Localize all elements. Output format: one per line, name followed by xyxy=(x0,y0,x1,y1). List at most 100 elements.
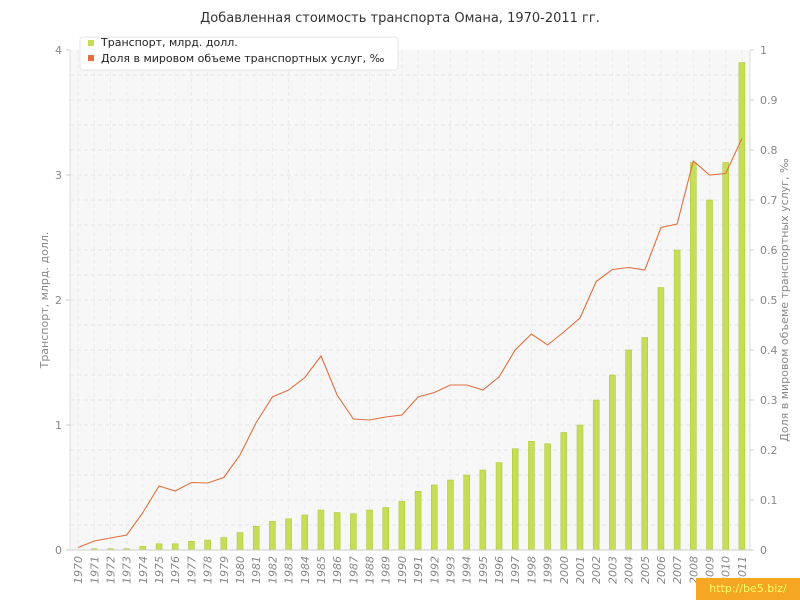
y-tick-label: 2 xyxy=(55,294,62,307)
x-tick-label: 1991 xyxy=(412,556,425,584)
bar-1990 xyxy=(398,501,406,551)
x-tick-label: 1993 xyxy=(444,556,457,584)
x-tick-label: 1997 xyxy=(509,556,522,584)
x-tick-label: 1984 xyxy=(299,556,312,584)
y2-tick-label: 0.1 xyxy=(760,494,778,507)
legend-box xyxy=(79,36,399,71)
x-tick-label: 1985 xyxy=(315,556,328,584)
y2-tick-label: 0.2 xyxy=(760,444,778,457)
x-axis-ticks: 1970 1971 1972 1973 1974 1975 1976 1977 1978 1979… xyxy=(72,556,749,584)
y2-tick-label: 0.6 xyxy=(760,244,778,257)
bar-1995 xyxy=(479,469,487,551)
bar-1986 xyxy=(333,512,341,551)
bar-2005 xyxy=(641,337,649,551)
x-tick-label: 2004 xyxy=(623,556,636,584)
x-tick-label: 1999 xyxy=(542,556,555,584)
x-tick-label: 1990 xyxy=(396,556,409,584)
bar-1997 xyxy=(511,448,519,551)
bar-2000 xyxy=(560,432,568,551)
x-tick-label: 1987 xyxy=(347,556,360,584)
y2-tick-label: 0.9 xyxy=(760,94,778,107)
x-tick-label: 1970 xyxy=(72,556,85,584)
y-axis-label: Транспорт, млрд. долл. xyxy=(38,232,51,370)
bar-1983 xyxy=(285,518,292,551)
bar-2010 xyxy=(722,162,729,551)
y-tick-label: 4 xyxy=(55,44,62,57)
y2-tick-label: 0.4 xyxy=(760,344,778,357)
bar-2003 xyxy=(609,374,616,551)
y2-axis-ticks: 0 0.1 0.2 0.3 0.4 0.5 0.6 0.7 0.8 0.9 1 xyxy=(750,44,778,557)
bar-1998 xyxy=(528,441,535,551)
y2-tick-label: 1 xyxy=(760,44,767,57)
bar-1992 xyxy=(431,484,438,551)
bar-1999 xyxy=(544,443,551,551)
y2-tick-label: 0.7 xyxy=(760,194,778,207)
x-tick-label: 2008 xyxy=(687,556,700,584)
bar-1975 xyxy=(155,543,163,551)
x-tick-label: 2007 xyxy=(671,556,684,584)
y-tick-label: 3 xyxy=(55,169,62,182)
legend-swatch-bars xyxy=(88,40,94,46)
legend-label-line: Доля в мировом объеме транспортных услуг… xyxy=(101,52,385,65)
y2-axis-label: Доля в мировом объеме транспортных услуг… xyxy=(778,158,791,442)
bar-1996 xyxy=(495,462,503,551)
bar-1982 xyxy=(269,521,276,551)
bar-1984 xyxy=(301,514,309,551)
x-tick-label: 1975 xyxy=(153,556,166,584)
bar-2004 xyxy=(625,349,632,551)
bar-2011 xyxy=(738,62,746,551)
bars xyxy=(91,62,746,551)
x-tick-label: 1988 xyxy=(364,556,377,584)
x-tick-label: 2011 xyxy=(736,556,749,584)
x-tick-label: 1995 xyxy=(477,556,490,584)
x-tick-label: 1992 xyxy=(428,556,441,584)
legend-label-bars: Транспорт, млрд. долл. xyxy=(100,36,238,49)
y-tick-label: 1 xyxy=(55,419,62,432)
y-tick-label: 0 xyxy=(55,544,62,557)
x-tick-label: 2006 xyxy=(655,556,668,584)
x-tick-label: 1986 xyxy=(331,556,344,584)
x-tick-label: 1982 xyxy=(266,556,279,584)
bar-1985 xyxy=(317,509,325,551)
bar-1993 xyxy=(447,479,454,551)
y-axis-ticks: 0 1 2 3 4 xyxy=(55,44,70,557)
x-tick-label: 1978 xyxy=(202,556,215,584)
bar-1981 xyxy=(252,526,260,551)
x-tick-label: 2002 xyxy=(590,556,603,584)
x-tick-label: 2005 xyxy=(639,556,652,584)
bar-1977 xyxy=(188,541,195,551)
bar-1974 xyxy=(139,546,147,551)
x-tick-label: 2010 xyxy=(720,556,733,584)
bar-1978 xyxy=(204,539,211,551)
y2-tick-label: 0.3 xyxy=(760,394,778,407)
x-tick-label: 1979 xyxy=(218,556,231,584)
x-tick-label: 1989 xyxy=(380,556,393,584)
x-tick-label: 1983 xyxy=(283,556,296,584)
y2-tick-label: 0.8 xyxy=(760,144,778,157)
x-tick-label: 2000 xyxy=(558,556,571,584)
bar-1991 xyxy=(414,491,422,551)
x-tick-label: 2003 xyxy=(606,556,619,584)
bar-2009 xyxy=(706,199,713,551)
legend: Транспорт, млрд. долл. Доля в мировом об… xyxy=(79,36,399,71)
y2-tick-label: 0 xyxy=(760,544,767,557)
bar-2001 xyxy=(576,424,584,551)
bar-1994 xyxy=(463,474,470,551)
x-tick-label: 1996 xyxy=(493,556,506,584)
x-tick-label: 1973 xyxy=(121,556,134,584)
watermark: http://be5.biz/ xyxy=(696,578,800,600)
x-tick-label: 2009 xyxy=(704,556,717,584)
x-tick-label: 1994 xyxy=(461,556,474,584)
bar-1979 xyxy=(220,537,228,551)
x-tick-label: 1974 xyxy=(137,556,150,584)
y2-tick-label: 0.5 xyxy=(760,294,778,307)
bar-1980 xyxy=(236,532,244,551)
x-tick-label: 1980 xyxy=(234,556,247,584)
bar-2002 xyxy=(592,399,600,551)
x-tick-label: 1972 xyxy=(104,556,117,584)
share-line xyxy=(77,138,743,549)
bar-1988 xyxy=(366,509,373,551)
x-tick-label: 1981 xyxy=(250,556,263,584)
x-tick-label: 1971 xyxy=(88,556,101,584)
